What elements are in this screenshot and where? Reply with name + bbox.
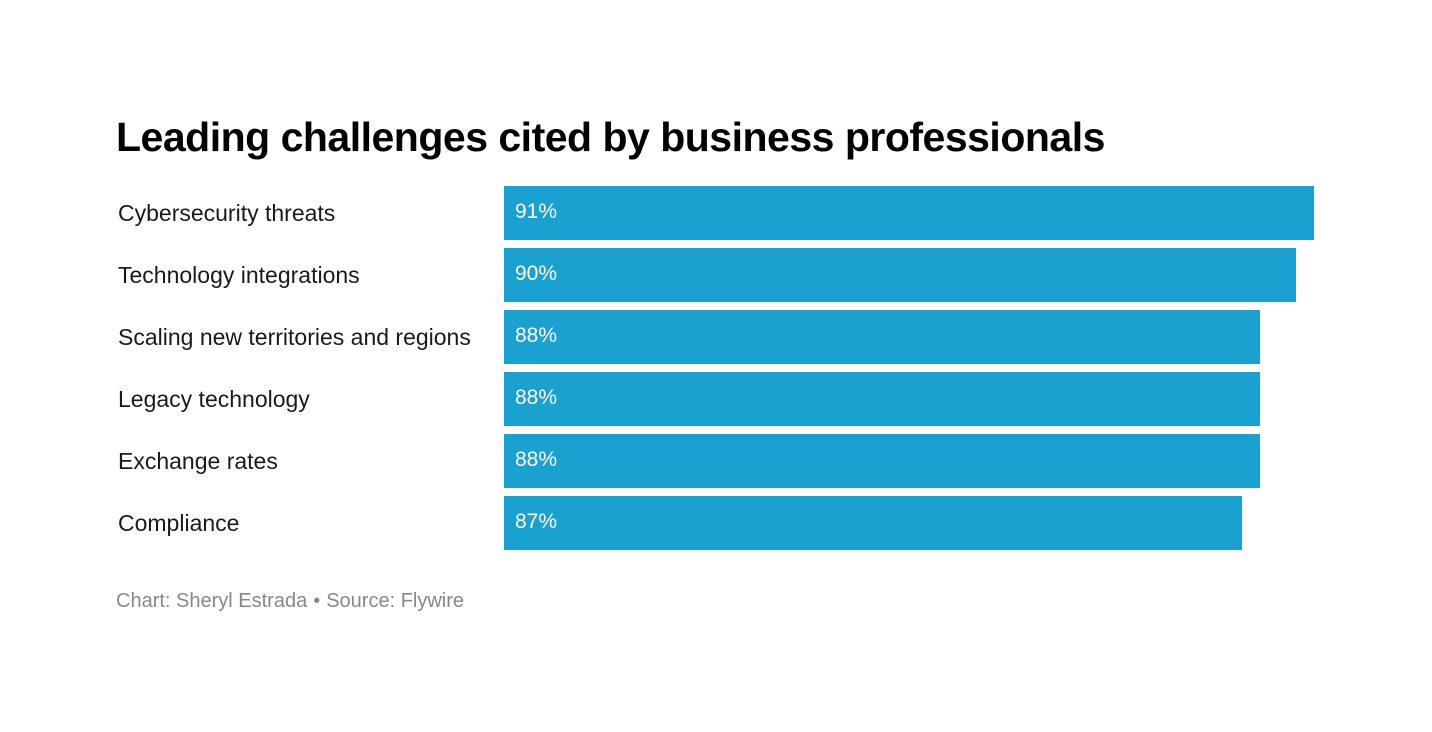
category-label: Cybersecurity threats	[118, 200, 336, 226]
category-label: Technology integrations	[118, 262, 360, 288]
bar: 91%	[504, 186, 1314, 240]
chart-title: Leading challenges cited by business pro…	[116, 114, 1105, 160]
footer-separator: •	[313, 590, 321, 612]
bar-value-label: 90%	[515, 262, 558, 285]
bar-value-label: 87%	[515, 510, 558, 533]
chart-source: Source: Flywire	[326, 590, 465, 612]
bar-value-label: 88%	[515, 448, 558, 471]
bar: 88%	[504, 372, 1260, 426]
category-label: Legacy technology	[118, 386, 310, 412]
bar-value-label: 88%	[515, 324, 558, 347]
category-label: Compliance	[118, 510, 240, 536]
bar: 88%	[504, 310, 1260, 364]
bar: 87%	[504, 496, 1242, 550]
category-label: Exchange rates	[118, 448, 278, 474]
category-label: Scaling new territories and regions	[118, 324, 471, 350]
chart-footer: Chart: Sheryl Estrada • Source: Flywire	[116, 590, 464, 613]
chart-credit: Chart: Sheryl Estrada	[116, 590, 308, 612]
bar: 90%	[504, 248, 1296, 302]
bar: 88%	[504, 434, 1260, 488]
bar-value-label: 91%	[515, 200, 558, 223]
bar-value-label: 88%	[515, 386, 558, 409]
